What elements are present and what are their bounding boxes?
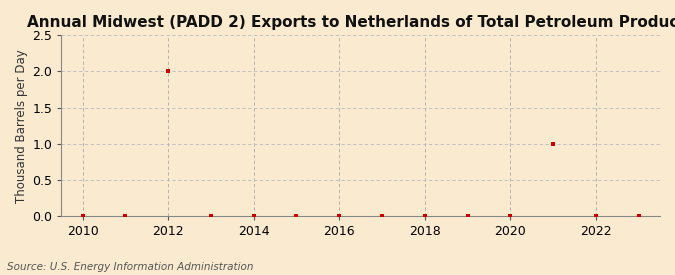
- Text: Source: U.S. Energy Information Administration: Source: U.S. Energy Information Administ…: [7, 262, 253, 272]
- Title: Annual Midwest (PADD 2) Exports to Netherlands of Total Petroleum Products: Annual Midwest (PADD 2) Exports to Nethe…: [27, 15, 675, 30]
- Y-axis label: Thousand Barrels per Day: Thousand Barrels per Day: [15, 49, 28, 202]
